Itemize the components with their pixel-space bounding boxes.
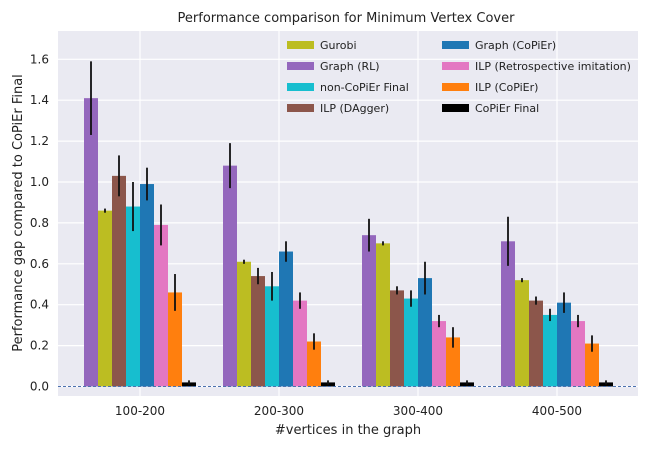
- y-tick-label: 0.0: [30, 380, 49, 394]
- bar: [418, 278, 432, 387]
- bar: [265, 286, 279, 387]
- bar: [432, 321, 446, 387]
- legend: Gurobi Graph (RL) non-CoPiEr Final ILP (DAg…: [287, 39, 631, 115]
- x-tick-label: 400-500: [532, 404, 582, 418]
- bar: [585, 343, 599, 387]
- legend-swatch: [287, 104, 314, 112]
- x-tick-label: 100-200: [115, 404, 165, 418]
- bar: [182, 382, 196, 387]
- y-tick-label: 1.0: [30, 175, 49, 189]
- legend-swatch: [287, 41, 314, 49]
- bar: [237, 261, 251, 387]
- bar: [404, 298, 418, 387]
- bar: [321, 382, 335, 387]
- bar: [376, 243, 390, 387]
- legend-swatch: [442, 62, 469, 70]
- legend-label: Graph (CoPiEr): [475, 39, 556, 52]
- bar: [223, 165, 237, 387]
- bar: [140, 184, 154, 387]
- y-axis-label: Performance gap compared to CoPiEr Final: [11, 74, 26, 352]
- bar: [557, 302, 571, 387]
- y-tick-label: 0.4: [30, 298, 49, 312]
- x-tick-labels: 100-200 200-300 300-400 400-500: [115, 404, 582, 418]
- legend-label: non-CoPiEr Final: [320, 81, 409, 94]
- y-tick-label: 0.2: [30, 339, 49, 353]
- bar: [529, 300, 543, 387]
- bar: [501, 241, 515, 387]
- bar: [460, 382, 474, 387]
- bar: [307, 341, 321, 387]
- bar: [362, 235, 376, 387]
- error-bar-group: [90, 61, 607, 385]
- legend-label: CoPiEr Final: [475, 102, 539, 115]
- bar: [84, 98, 98, 387]
- y-tick-label: 0.8: [30, 216, 49, 230]
- bar: [543, 314, 557, 387]
- legend-label: ILP (DAgger): [320, 102, 389, 115]
- legend-label: ILP (Retrospective imitation): [475, 60, 631, 73]
- y-tick-label: 0.6: [30, 257, 49, 271]
- bar: [112, 175, 126, 387]
- bar: [293, 300, 307, 387]
- bar: [571, 321, 585, 387]
- legend-swatch: [287, 83, 314, 91]
- legend-swatch: [442, 83, 469, 91]
- bar: [446, 337, 460, 387]
- bar: [168, 292, 182, 387]
- legend-swatch: [442, 41, 469, 49]
- y-tick-label: 1.4: [30, 93, 49, 107]
- legend-swatch: [287, 62, 314, 70]
- bar: [126, 206, 140, 387]
- chart-title: Performance comparison for Minimum Verte…: [178, 11, 516, 26]
- bar: [515, 280, 529, 387]
- x-axis-label: #vertices in the graph: [275, 423, 421, 438]
- bar: [279, 251, 293, 387]
- x-tick-label: 300-400: [393, 404, 443, 418]
- legend-label: ILP (CoPiEr): [475, 81, 538, 94]
- bar: [599, 382, 613, 387]
- y-tick-label: 1.6: [30, 52, 49, 66]
- legend-label: Graph (RL): [320, 60, 380, 73]
- legend-label: Gurobi: [320, 39, 357, 52]
- bar: [390, 290, 404, 387]
- legend-swatch: [442, 104, 469, 112]
- bar: [98, 210, 112, 387]
- bar-group: [84, 98, 613, 387]
- bar: [154, 224, 168, 387]
- bar: [251, 276, 265, 387]
- y-tick-label: 1.2: [30, 134, 49, 148]
- y-tick-labels: 0.0 0.2 0.4 0.6 0.8 1.0 1.2 1.4 1.6: [30, 52, 49, 393]
- x-tick-label: 200-300: [254, 404, 304, 418]
